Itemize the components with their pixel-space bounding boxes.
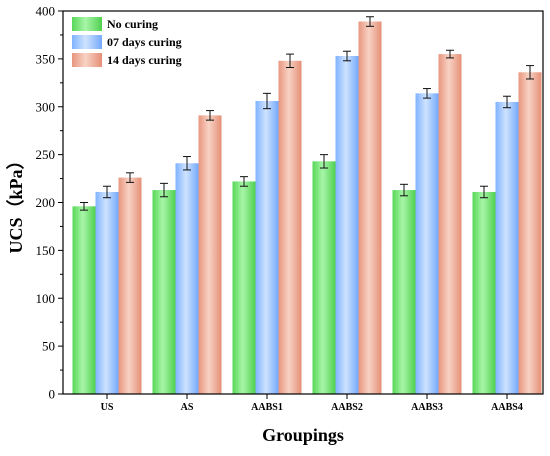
legend-label: 07 days curing bbox=[107, 35, 182, 49]
y-tick-label-350: 350 bbox=[36, 51, 56, 66]
error-bar-aabs4-series-3 bbox=[526, 65, 534, 80]
error-bar-aabs2-series-2 bbox=[343, 50, 351, 62]
y-tick-label-100: 100 bbox=[36, 291, 56, 306]
bar-aabs1-series-1 bbox=[232, 181, 256, 394]
bar-as-series-1 bbox=[152, 190, 176, 394]
legend: No curing 07 days curing 14 days curing bbox=[72, 17, 182, 67]
bar-aabs3-series-1 bbox=[392, 190, 416, 394]
y-tick-label-150: 150 bbox=[36, 243, 56, 258]
bar-aabs2-series-1 bbox=[312, 161, 336, 394]
legend-item-series-3: 14 days curing bbox=[72, 53, 182, 67]
y-tick-label-300: 300 bbox=[36, 99, 56, 114]
error-bar-aabs1-series-3 bbox=[286, 53, 294, 68]
bar-aabs1-series-3 bbox=[278, 60, 302, 394]
y-tick-label-200: 200 bbox=[36, 195, 56, 210]
y-tick-label-0: 0 bbox=[49, 387, 56, 402]
x-tick-label-aabs4: AABS4 bbox=[491, 402, 523, 413]
error-bar-aabs4-series-1 bbox=[480, 185, 488, 199]
error-bar-aabs3-series-2 bbox=[423, 88, 431, 99]
legend-swatch bbox=[72, 35, 102, 49]
error-bar-us-series-1 bbox=[80, 202, 88, 211]
bar-aabs4-series-2 bbox=[495, 101, 519, 395]
bars-layer bbox=[72, 21, 542, 395]
y-tick-label-250: 250 bbox=[36, 147, 56, 162]
bar-as-series-2 bbox=[175, 163, 199, 394]
y-axis-title: UCS（kPa） bbox=[6, 151, 26, 253]
bar-aabs3-series-2 bbox=[415, 93, 439, 394]
legend-item-series-1: No curing bbox=[72, 17, 158, 31]
error-bar-aabs4-series-2 bbox=[503, 95, 511, 109]
error-bar-aabs3-series-3 bbox=[446, 49, 454, 59]
bar-aabs4-series-1 bbox=[472, 191, 496, 394]
bar-us-series-3 bbox=[118, 177, 142, 394]
x-tick-label-as: AS bbox=[181, 402, 194, 413]
bar-aabs2-series-3 bbox=[358, 21, 382, 394]
bar-aabs3-series-3 bbox=[438, 54, 462, 395]
error-bar-us-series-3 bbox=[126, 172, 134, 183]
error-bar-as-series-1 bbox=[160, 182, 168, 198]
legend-swatch bbox=[72, 17, 102, 31]
y-tick-label-50: 50 bbox=[42, 339, 55, 354]
error-bar-aabs1-series-1 bbox=[240, 176, 248, 187]
error-bar-as-series-2 bbox=[183, 156, 191, 171]
bar-aabs2-series-2 bbox=[335, 56, 359, 394]
bar-us-series-2 bbox=[95, 191, 119, 394]
legend-label: No curing bbox=[107, 17, 158, 31]
error-bar-aabs2-series-1 bbox=[320, 154, 328, 169]
bar-aabs4-series-3 bbox=[518, 72, 542, 394]
x-tick-label-us: US bbox=[101, 402, 114, 413]
legend-item-series-2: 07 days curing bbox=[72, 35, 182, 49]
bar-us-series-1 bbox=[72, 206, 96, 394]
bar-aabs1-series-2 bbox=[255, 101, 279, 394]
error-bar-us-series-2 bbox=[103, 185, 111, 199]
error-bars-layer bbox=[80, 16, 534, 211]
y-tick-label-400: 400 bbox=[36, 4, 56, 19]
bar-as-series-3 bbox=[198, 115, 222, 395]
error-bar-as-series-3 bbox=[206, 110, 214, 121]
legend-label: 14 days curing bbox=[107, 53, 182, 67]
axes-layer: 0 50 100 150 200 250 300 350 400 US AS AABS1 AABS2 AA… bbox=[36, 4, 544, 413]
x-axis-title: Groupings bbox=[262, 425, 344, 445]
error-bar-aabs2-series-3 bbox=[366, 16, 374, 27]
x-tick-label-aabs2: AABS2 bbox=[331, 402, 363, 413]
x-tick-label-aabs3: AABS3 bbox=[411, 402, 443, 413]
error-bar-aabs1-series-2 bbox=[263, 92, 271, 110]
x-tick-label-aabs1: AABS1 bbox=[251, 402, 283, 413]
legend-swatch bbox=[72, 53, 102, 67]
error-bar-aabs3-series-1 bbox=[400, 183, 408, 197]
